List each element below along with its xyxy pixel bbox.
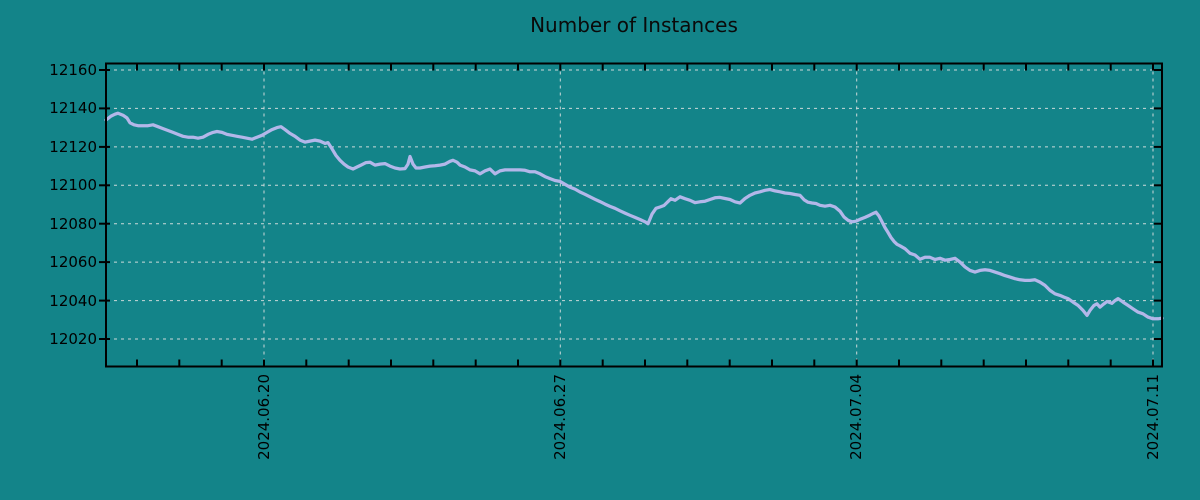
plot-border [105, 62, 1163, 368]
chart-title: Number of Instances [530, 13, 738, 37]
series-line-instances [104, 111, 1164, 321]
